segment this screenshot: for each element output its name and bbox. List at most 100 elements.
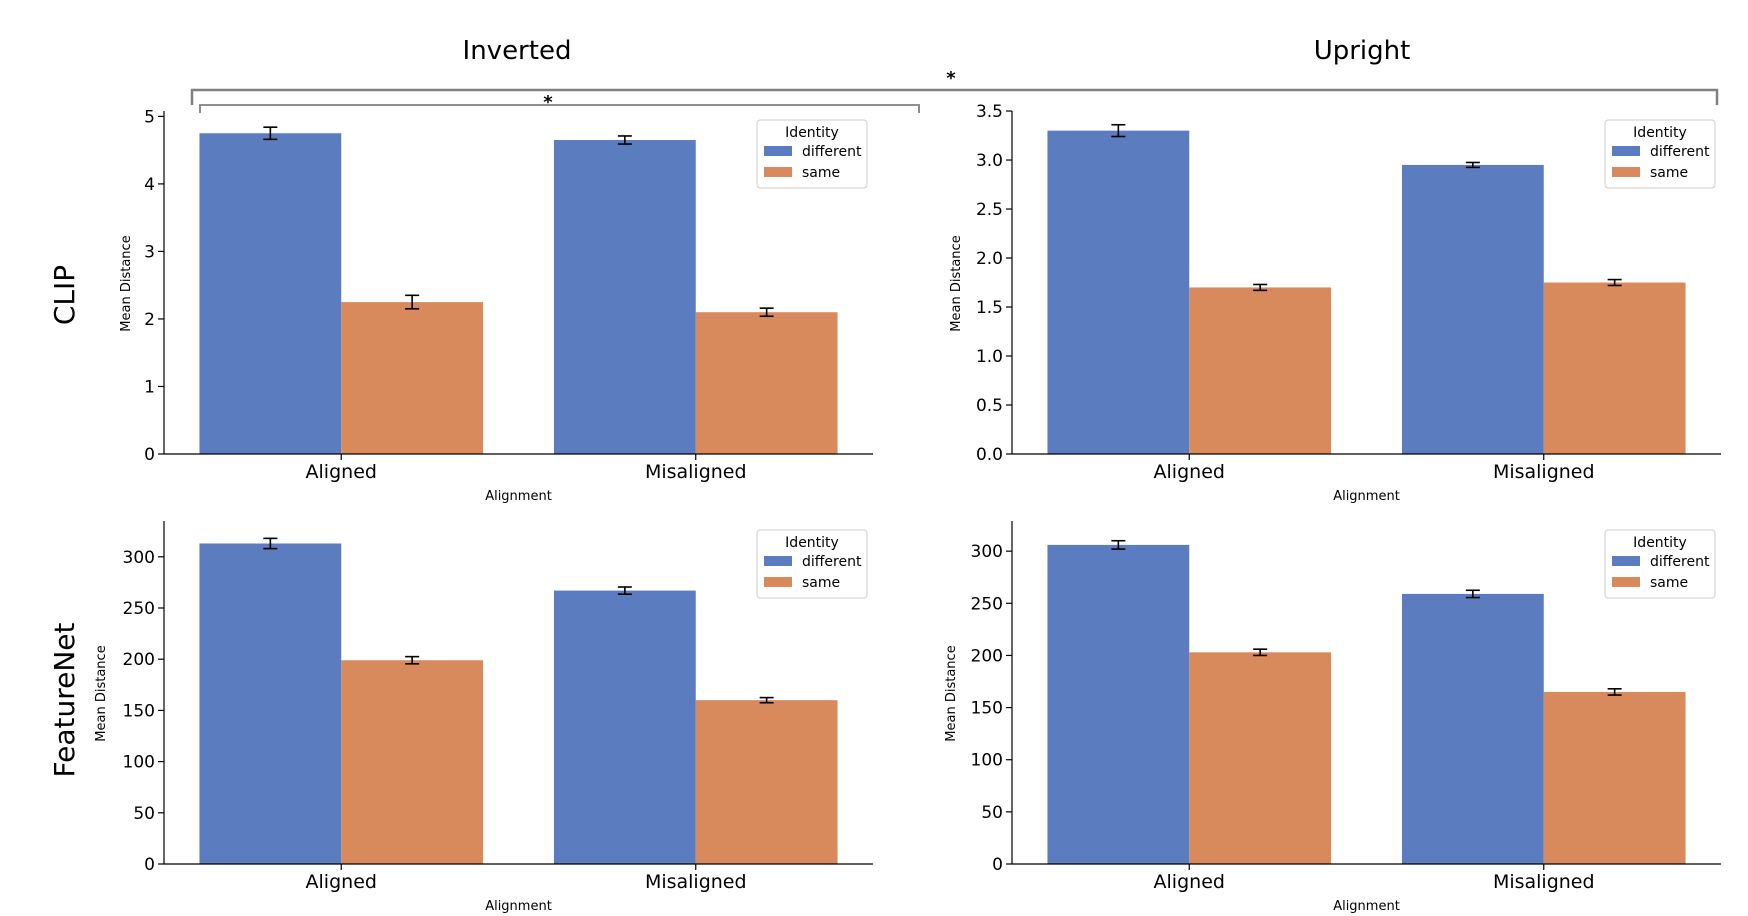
error-bar-different-aligned: [263, 126, 278, 141]
bar-same-misaligned: [695, 312, 838, 454]
legend-label-different: different: [802, 554, 862, 570]
legend-title: Identity: [1633, 125, 1687, 141]
legend: Identity different same: [1604, 529, 1716, 599]
y-tick-label: 3.0: [976, 151, 1003, 171]
bars: [199, 537, 838, 864]
legend-swatch-same: [1612, 167, 1640, 177]
bar-different-aligned: [199, 133, 342, 454]
y-tick-label: 50: [133, 804, 155, 824]
x-tick-label-aligned: Aligned: [1154, 461, 1225, 483]
x-axis-label: Alignment: [1333, 899, 1400, 914]
panel-clip-inverted: 0 1 2 3 4 5 Aligned Misaligned Alignment Mean Dis…: [119, 107, 873, 504]
error-bar-same-aligned: [1253, 648, 1268, 657]
y-axis-label: Mean Distance: [94, 645, 109, 741]
y-tick-label: 300: [971, 542, 1003, 562]
bars: [199, 126, 838, 454]
y-tick-label: 250: [971, 594, 1003, 614]
y-tick-label: 1: [144, 377, 155, 397]
y-tick-label: 150: [971, 699, 1003, 719]
error-bar-same-misaligned: [1607, 688, 1622, 696]
y-axis-label: Mean Distance: [119, 235, 134, 331]
significance-star-outer: *: [946, 68, 956, 89]
y-tick-label: 150: [123, 701, 155, 721]
y-tick-label: 250: [123, 599, 155, 619]
y-tick-label: 2.5: [976, 200, 1003, 220]
y-tick-label: 200: [123, 650, 155, 670]
y-tick-label: 0.0: [976, 445, 1003, 465]
y-tick-label: 3: [144, 242, 155, 262]
x-axis-label: Alignment: [1333, 489, 1400, 504]
bar-different-misaligned: [553, 590, 696, 864]
y-tick-label: 200: [971, 646, 1003, 666]
legend-label-different: different: [1650, 554, 1710, 570]
y-tick-label: 2.0: [976, 249, 1003, 269]
legend-swatch-different: [1612, 556, 1640, 566]
error-bar-same-aligned: [1253, 283, 1268, 292]
error-bar-different-aligned: [1111, 123, 1126, 138]
column-title-inverted: Inverted: [463, 36, 572, 66]
bar-different-misaligned: [1401, 593, 1544, 864]
legend-swatch-same: [764, 167, 792, 177]
bar-same-aligned: [341, 302, 484, 454]
y-tick-label: 300: [123, 548, 155, 568]
y-tick-label: 100: [971, 751, 1003, 771]
y-tick-label: 50: [981, 803, 1003, 823]
bars: [1047, 539, 1686, 864]
x-tick-label-misaligned: Misaligned: [645, 461, 747, 483]
legend: Identity different same: [756, 529, 868, 599]
x-tick-label-misaligned: Misaligned: [645, 871, 747, 893]
significance-bracket-inner: [199, 104, 920, 113]
legend-swatch-different: [764, 556, 792, 566]
y-tick-label: 0: [992, 855, 1003, 875]
panels: 0 1 2 3 4 5 Aligned Misaligned Alignment Mean Dis…: [94, 102, 1721, 914]
legend-swatch-same: [764, 577, 792, 587]
legend-label-same: same: [802, 575, 840, 591]
error-bar-different-misaligned: [617, 135, 632, 145]
x-tick-label-misaligned: Misaligned: [1493, 871, 1595, 893]
y-axis-label: Mean Distance: [949, 235, 964, 331]
error-bar-different-misaligned: [617, 586, 632, 595]
y-axis-label: Mean Distance: [944, 645, 959, 741]
legend-title: Identity: [785, 535, 839, 551]
y-tick-label: 100: [123, 753, 155, 773]
y-tick-label: 4: [144, 175, 155, 195]
legend-label-different: different: [1650, 144, 1710, 160]
legend-label-same: same: [1650, 575, 1688, 591]
error-bar-different-misaligned: [1465, 161, 1480, 169]
x-tick-label-aligned: Aligned: [306, 461, 377, 483]
legend-title: Identity: [785, 125, 839, 141]
bar-different-misaligned: [553, 140, 696, 454]
x-axis-label: Alignment: [485, 489, 552, 504]
bar-same-misaligned: [695, 700, 838, 864]
legend-label-same: same: [802, 165, 840, 181]
y-tick-label: 0: [144, 445, 155, 465]
bar-different-aligned: [1047, 544, 1190, 864]
y-tick-label: 5: [144, 107, 155, 127]
legend-label-different: different: [802, 144, 862, 160]
y-tick-label: 2: [144, 310, 155, 330]
bar-same-misaligned: [1543, 282, 1686, 454]
legend-title: Identity: [1633, 535, 1687, 551]
x-tick-label-aligned: Aligned: [1154, 871, 1225, 893]
legend: Identity different same: [756, 119, 868, 189]
error-bar-different-aligned: [263, 537, 278, 550]
row-title-clip: CLIP: [48, 265, 81, 325]
y-tick-label: 1.0: [976, 347, 1003, 367]
bar-different-aligned: [199, 543, 342, 864]
bar-same-aligned: [1189, 652, 1332, 864]
panel-featurenet-upright: 0 50 100 150 200 250 300 Aligned Misaligned Align…: [944, 521, 1721, 914]
legend-label-same: same: [1650, 165, 1688, 181]
legend-swatch-different: [764, 146, 792, 156]
bar-same-aligned: [1189, 287, 1332, 454]
bars: [1047, 123, 1686, 454]
x-tick-label-misaligned: Misaligned: [1493, 461, 1595, 483]
bar-same-misaligned: [1543, 691, 1686, 864]
panel-featurenet-inverted: 0 50 100 150 200 250 300 Aligned Misaligned Align…: [94, 521, 873, 914]
y-tick-label: 1.5: [976, 298, 1003, 318]
error-bar-same-misaligned: [759, 696, 774, 704]
error-bar-same-aligned: [405, 294, 420, 310]
column-title-upright: Upright: [1314, 36, 1411, 66]
row-title-featurenet: FeatureNet: [48, 623, 81, 778]
error-bar-same-aligned: [405, 655, 420, 665]
